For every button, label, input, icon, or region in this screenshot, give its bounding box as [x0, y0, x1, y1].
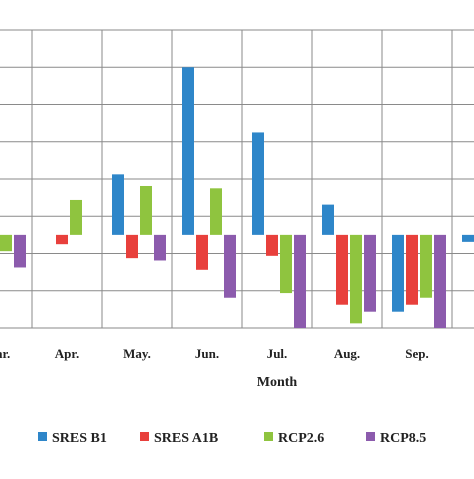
- legend-swatch: [366, 432, 375, 441]
- x-tick-label: Mar.: [0, 346, 10, 361]
- bar-rcp8-5-aug: [364, 234, 376, 312]
- legend: SRES B1 SRES A1B RCP2.6 RCP8.5: [38, 431, 426, 446]
- bar-sres-a1b-aug: [336, 234, 348, 305]
- bar-sres-b1-jul: [252, 132, 264, 235]
- x-tick-label: Jul.: [267, 346, 288, 361]
- bar-rcp8-5-sep: [434, 234, 446, 328]
- legend-swatch: [264, 432, 273, 441]
- bar-sres-a1b-apr: [56, 234, 68, 245]
- bar-rcp8-5-jun: [224, 234, 236, 298]
- legend-label: RCP2.6: [278, 431, 324, 446]
- bar-sres-a1b-jun: [196, 234, 208, 270]
- bar-layer: [0, 67, 474, 328]
- tick-label-layer: Mar.Apr.May.Jun.Jul.Aug.Sep.Oct.: [0, 346, 429, 361]
- x-tick-label: Apr.: [55, 346, 79, 361]
- bar-sres-a1b-sep: [406, 234, 418, 305]
- bar-rcp8-5-mar: [14, 234, 26, 268]
- legend-label: SRES B1: [52, 431, 107, 446]
- x-tick-label: Aug.: [334, 346, 360, 361]
- bar-sres-b1-oct: [462, 234, 474, 242]
- x-tick-label: Sep.: [405, 346, 428, 361]
- bar-rcp2-6-mar: [0, 234, 12, 252]
- legend-swatch: [38, 432, 47, 441]
- x-tick-label: May.: [123, 346, 151, 361]
- x-tick-label: Jun.: [195, 346, 219, 361]
- bar-rcp2-6-jun: [210, 188, 222, 235]
- bar-rcp8-5-jul: [294, 234, 306, 328]
- bar-rcp2-6-aug: [350, 234, 362, 324]
- legend-label: SRES A1B: [154, 431, 218, 446]
- bar-rcp2-6-may: [140, 185, 152, 235]
- grid-layer: [0, 29, 474, 329]
- bar-rcp2-6-jul: [280, 234, 292, 294]
- bar-rcp2-6-sep: [420, 234, 432, 298]
- bar-sres-b1-sep: [392, 234, 404, 312]
- bar-sres-b1-jun: [182, 67, 194, 235]
- bar-sres-b1-aug: [322, 204, 334, 235]
- x-axis-title: Month: [257, 375, 298, 390]
- bar-sres-b1-may: [112, 174, 124, 235]
- bar-sres-a1b-jul: [266, 234, 278, 256]
- legend-swatch: [140, 432, 149, 441]
- bar-sres-a1b-may: [126, 234, 138, 259]
- bar-rcp8-5-may: [154, 234, 166, 261]
- legend-label: RCP8.5: [380, 431, 426, 446]
- bar-rcp2-6-apr: [70, 199, 82, 235]
